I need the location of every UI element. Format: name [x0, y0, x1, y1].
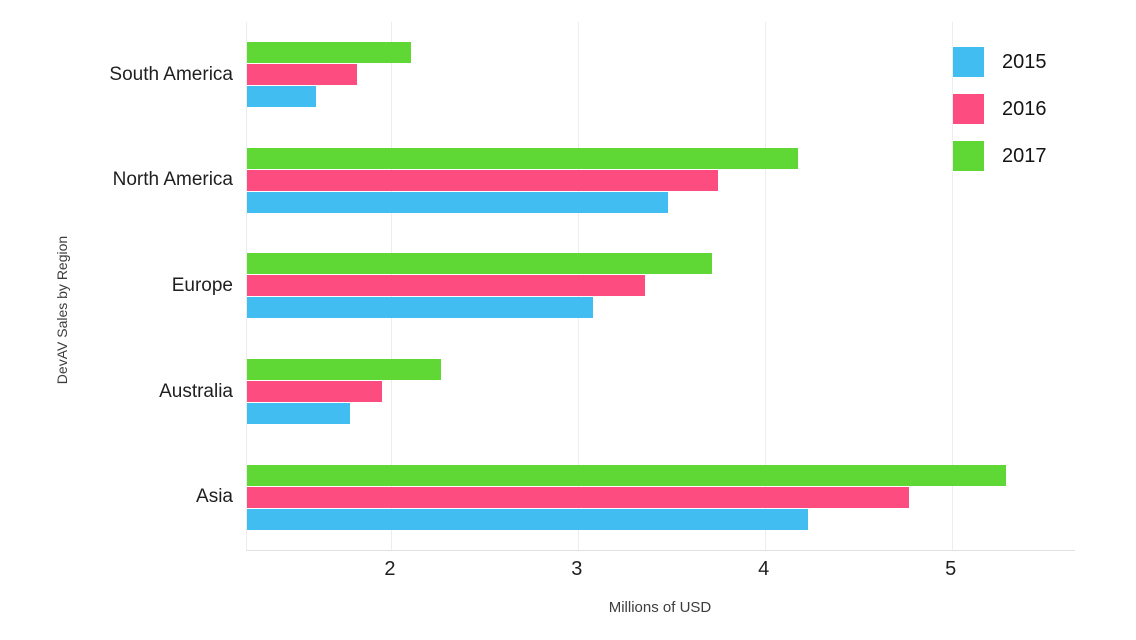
- category-row-south-america: South America: [109, 22, 1075, 128]
- legend-item-2017: 2017: [953, 141, 1047, 171]
- category-label: North America: [112, 169, 233, 191]
- bar-2015: [247, 403, 350, 425]
- gridline: [764, 22, 766, 550]
- legend-item-2016: 2016: [953, 94, 1047, 124]
- legend-item-2015: 2015: [953, 47, 1047, 77]
- plot-area: South America North America Europe Austr…: [109, 22, 1075, 551]
- category-label: Australia: [159, 380, 233, 402]
- legend-swatch-2017-icon: [953, 141, 984, 171]
- gridline: [951, 22, 953, 550]
- legend: 2015 2016 2017: [953, 47, 1047, 171]
- bar-2016: [247, 381, 382, 403]
- legend-swatch-2016-icon: [953, 94, 984, 124]
- x-axis-title: Millions of USD: [608, 599, 712, 616]
- category-row-australia: Australia: [159, 339, 1075, 445]
- bar-2017: [247, 464, 1006, 486]
- category-label: Europe: [171, 274, 233, 296]
- x-tick-label: 3: [571, 558, 583, 580]
- bar-2017: [247, 253, 713, 275]
- legend-label: 2017: [1002, 144, 1047, 167]
- bar-2016: [247, 64, 358, 86]
- bar-2017: [247, 42, 412, 64]
- y-axis-title: DevAV Sales by Region: [54, 235, 70, 385]
- bar-2015: [247, 86, 317, 108]
- bar-2015: [247, 297, 593, 319]
- x-tick-label: 2: [384, 558, 396, 580]
- bar-2016: [247, 275, 646, 297]
- category-label: Asia: [196, 486, 233, 508]
- x-tick-label: 4: [758, 558, 770, 580]
- bar-rows: South America North America Europe Austr…: [109, 22, 1075, 550]
- x-axis-ticks: 2 3 4 5: [246, 557, 1074, 583]
- bar-2017: [247, 147, 799, 169]
- category-row-north-america: North America: [113, 128, 1075, 234]
- bar-2016: [247, 169, 718, 191]
- legend-label: 2016: [1002, 97, 1047, 120]
- bar-2016: [247, 486, 909, 508]
- bar-2015: [247, 508, 808, 530]
- category-row-asia: Asia: [196, 444, 1075, 550]
- legend-swatch-2015-icon: [953, 47, 984, 77]
- category-label: South America: [109, 63, 233, 85]
- x-tick-label: 5: [945, 558, 957, 580]
- bar-2017: [247, 359, 442, 381]
- bar-2015: [247, 191, 668, 213]
- category-row-europe: Europe: [172, 233, 1075, 339]
- legend-label: 2015: [1002, 50, 1047, 73]
